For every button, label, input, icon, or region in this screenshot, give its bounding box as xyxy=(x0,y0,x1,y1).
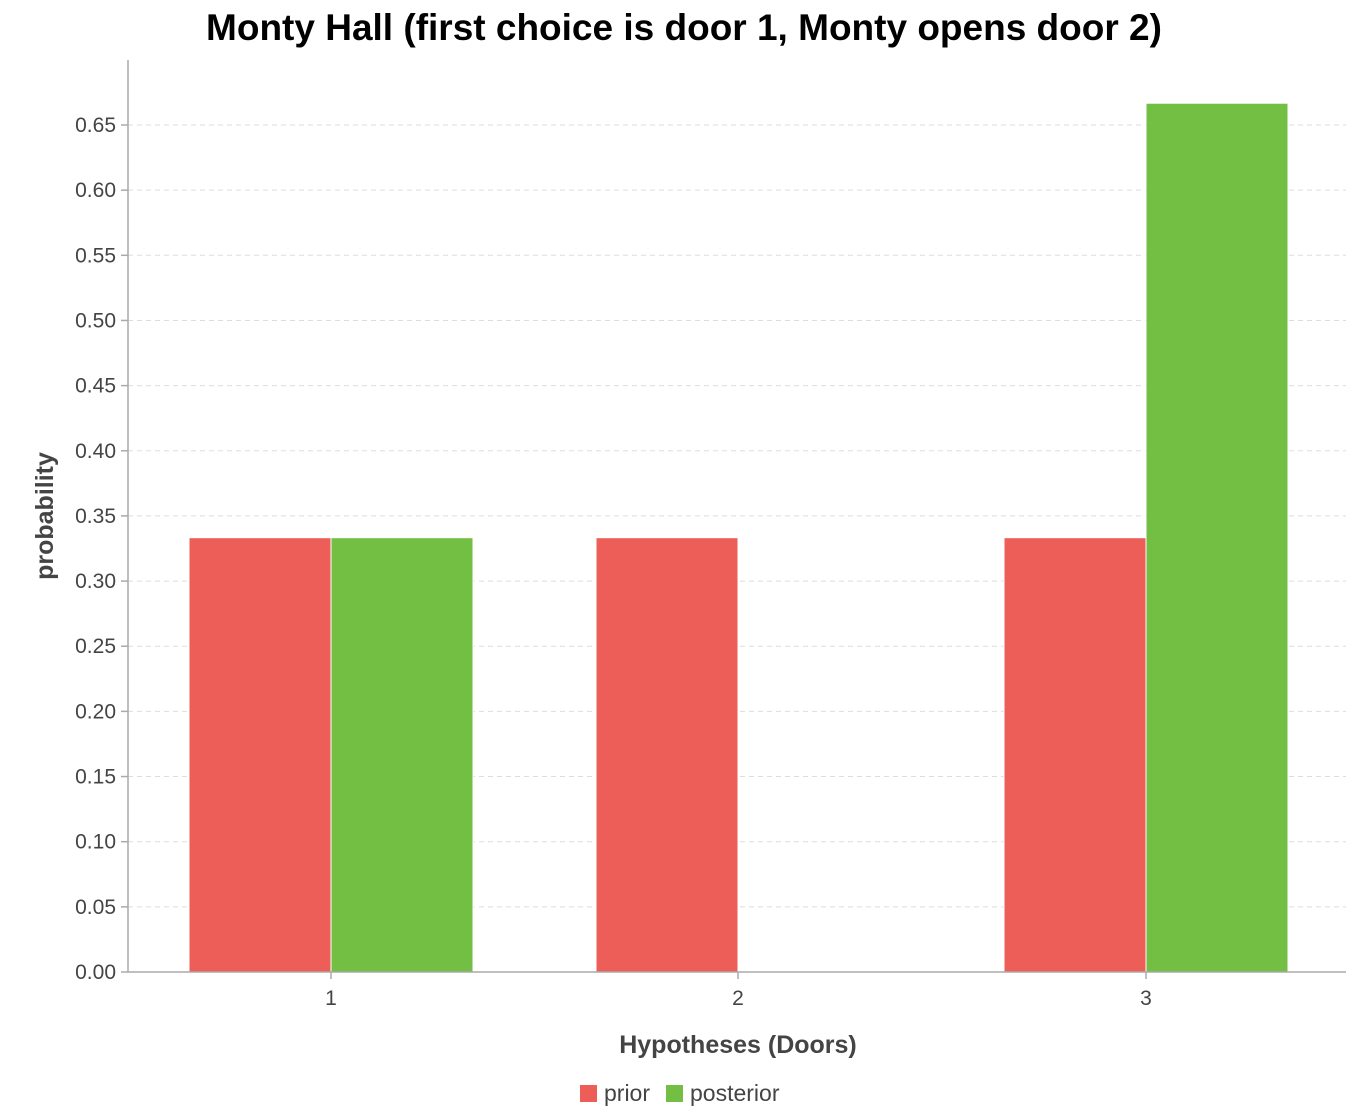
legend-item-posterior: posterior xyxy=(666,1080,780,1106)
chart-title: Monty Hall (first choice is door 1, Mont… xyxy=(206,7,1162,48)
x-tick-label: 1 xyxy=(325,987,337,1010)
y-axis-label: probability xyxy=(31,452,59,580)
y-tick-label: 0.35 xyxy=(75,505,116,528)
y-axis-ticks: 0.00 0.05 0.10 0.15 0.20 0.25 0.30 0.35 0.40 0.45… xyxy=(75,114,128,984)
bar-prior-door-2 xyxy=(595,537,739,973)
bar-posterior-door-3 xyxy=(1145,102,1289,973)
x-tick-label: 2 xyxy=(732,987,744,1010)
y-tick-label: 0.25 xyxy=(75,635,116,658)
y-tick-label: 0.65 xyxy=(75,114,116,137)
legend: prior posterior xyxy=(580,1080,780,1106)
bar-posterior-door-1 xyxy=(330,537,474,973)
y-tick-label: 0.10 xyxy=(75,831,116,854)
x-tick-label: 3 xyxy=(1140,987,1152,1010)
y-tick-label: 0.00 xyxy=(75,961,116,984)
bar-prior-door-1 xyxy=(188,537,332,973)
legend-label: posterior xyxy=(690,1080,780,1106)
y-tick-label: 0.15 xyxy=(75,766,116,789)
y-tick-label: 0.05 xyxy=(75,896,116,919)
legend-item-prior: prior xyxy=(580,1080,650,1106)
x-axis-label: Hypotheses (Doors) xyxy=(619,1031,857,1059)
y-tick-label: 0.20 xyxy=(75,700,116,723)
y-tick-label: 0.30 xyxy=(75,570,116,593)
bar-prior-door-3 xyxy=(1003,537,1147,973)
legend-swatch xyxy=(666,1085,683,1102)
legend-swatch xyxy=(580,1085,597,1102)
legend-label: prior xyxy=(604,1080,650,1106)
y-tick-label: 0.55 xyxy=(75,244,116,267)
y-tick-label: 0.50 xyxy=(75,309,116,332)
bars xyxy=(188,102,1289,973)
x-axis-ticks: 1 2 3 xyxy=(325,972,1152,1010)
y-tick-label: 0.40 xyxy=(75,440,116,463)
y-tick-label: 0.45 xyxy=(75,375,116,398)
y-tick-label: 0.60 xyxy=(75,179,116,202)
